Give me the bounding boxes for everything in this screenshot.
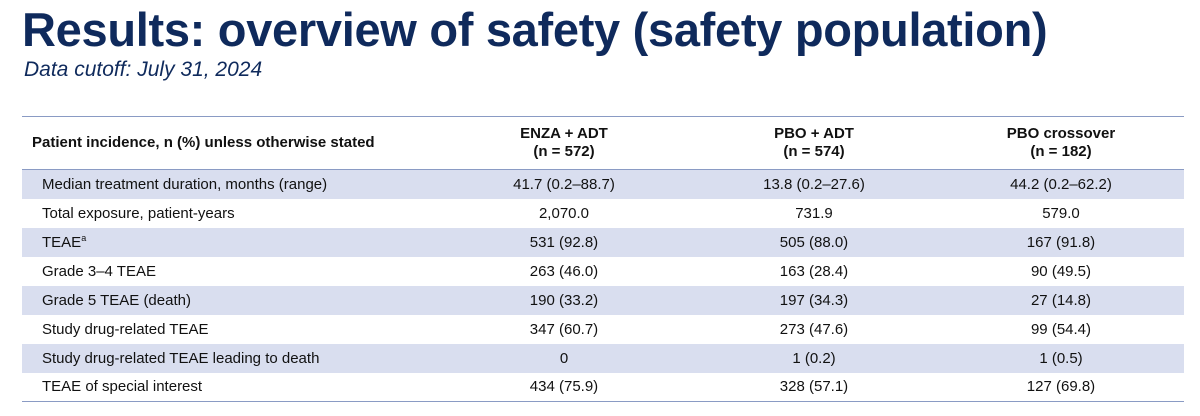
cell-pbo-adt: 197 (34.3) <box>779 291 849 309</box>
header-pbo-crossover: PBO crossover (n = 182) <box>938 117 1184 170</box>
cell-pbo-adt: 163 (28.4) <box>779 262 849 280</box>
table-row: Study drug-related TEAE 347 (60.7) 273 (… <box>22 315 1184 344</box>
table-body: Median treatment duration, months (range… <box>22 169 1184 402</box>
cell-pbo-adt: 731.9 <box>795 204 833 222</box>
header-row: Patient incidence, n (%) unless otherwis… <box>22 116 1184 170</box>
table-row: Grade 5 TEAE (death) 190 (33.2) 197 (34.… <box>22 285 1184 315</box>
cell-enza-adt: 190 (33.2) <box>529 291 599 309</box>
cell-pbo-crossover: 1 (0.5) <box>1039 349 1083 367</box>
row-label: Total exposure, patient-years <box>42 204 235 222</box>
cell-pbo-crossover: 127 (69.8) <box>1026 378 1096 396</box>
cell-pbo-adt: 13.8 (0.2–27.6) <box>763 175 865 193</box>
row-label: Grade 5 TEAE (death) <box>42 291 191 309</box>
row-label: TEAEa <box>42 232 87 251</box>
cell-pbo-adt: 328 (57.1) <box>779 378 849 396</box>
column-name: PBO crossover <box>1006 125 1116 142</box>
header-label: Patient incidence, n (%) unless otherwis… <box>32 134 375 151</box>
row-label: TEAE of special interest <box>42 378 203 396</box>
cell-pbo-crossover: 90 (49.5) <box>1030 262 1092 280</box>
cell-enza-adt: 434 (75.9) <box>529 378 599 396</box>
cell-enza-adt: 2,070.0 <box>538 204 590 222</box>
column-name: PBO + ADT <box>774 125 854 142</box>
table-row: Median treatment duration, months (range… <box>22 169 1184 199</box>
cell-enza-adt: 347 (60.7) <box>529 320 599 338</box>
cell-pbo-adt: 1 (0.2) <box>792 349 836 367</box>
cell-enza-adt: 41.7 (0.2–88.7) <box>513 175 615 193</box>
table-header: Patient incidence, n (%) unless otherwis… <box>22 116 1184 170</box>
data-cutoff-subtitle: Data cutoff: July 31, 2024 <box>24 58 263 81</box>
cell-pbo-crossover: 99 (54.4) <box>1030 320 1092 338</box>
header-enza-adt: ENZA + ADT (n = 572) <box>438 117 690 170</box>
column-n: (n = 572) <box>533 143 595 160</box>
table-row: Total exposure, patient-years 2,070.0 73… <box>22 199 1184 228</box>
table-row: TEAE of special interest 434 (75.9) 328 … <box>22 373 1184 402</box>
cell-pbo-crossover: 44.2 (0.2–62.2) <box>1010 175 1112 193</box>
row-label: Median treatment duration, months (range… <box>42 175 328 193</box>
cell-enza-adt: 263 (46.0) <box>529 262 599 280</box>
cell-pbo-adt: 273 (47.6) <box>779 320 849 338</box>
row-label: Study drug-related TEAE leading to death <box>42 349 320 367</box>
column-n: (n = 182) <box>1030 143 1092 160</box>
header-pbo-adt: PBO + ADT (n = 574) <box>690 117 938 170</box>
footnote-marker: a <box>81 232 87 243</box>
table-row: Grade 3–4 TEAE 263 (46.0) 163 (28.4) 90 … <box>22 257 1184 286</box>
page-title: Results: overview of safety (safety popu… <box>22 3 1048 56</box>
table-row: Study drug-related TEAE leading to death… <box>22 343 1184 373</box>
row-label: Grade 3–4 TEAE <box>42 262 156 280</box>
cell-enza-adt: 531 (92.8) <box>529 233 599 251</box>
row-label: Study drug-related TEAE <box>42 320 209 338</box>
column-n: (n = 574) <box>783 143 845 160</box>
cell-pbo-crossover: 579.0 <box>1042 204 1080 222</box>
cell-pbo-crossover: 27 (14.8) <box>1030 291 1092 309</box>
column-name: ENZA + ADT <box>520 125 608 142</box>
cell-pbo-adt: 505 (88.0) <box>779 233 849 251</box>
cell-enza-adt: 0 <box>559 349 569 367</box>
table-row: TEAEa 531 (92.8) 505 (88.0) 167 (91.8) <box>22 227 1184 257</box>
cell-pbo-crossover: 167 (91.8) <box>1026 233 1096 251</box>
safety-table: Patient incidence, n (%) unless otherwis… <box>22 116 1184 402</box>
